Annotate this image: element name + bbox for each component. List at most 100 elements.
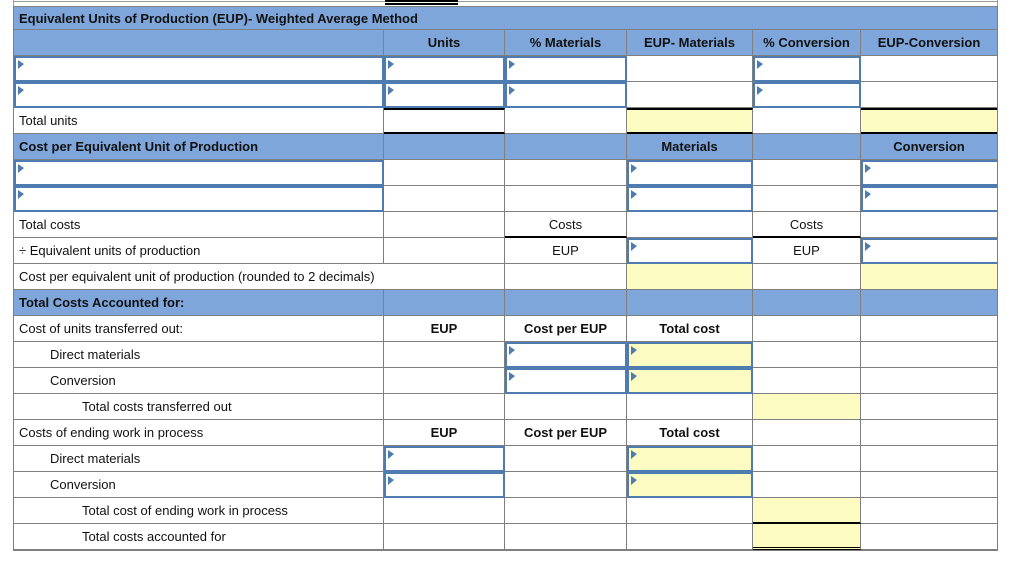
empty-cell <box>753 186 861 212</box>
input-wip-conv-total-cost[interactable] <box>627 472 753 498</box>
input-flag-icon <box>631 372 637 381</box>
row-units-input-1 <box>14 56 997 82</box>
total-units-value-cell <box>384 108 505 134</box>
total-costs-accounted-section-title: Total Costs Accounted for: <box>14 290 384 316</box>
empty-cell <box>384 498 505 524</box>
direct-materials-label: Direct materials <box>14 342 384 368</box>
input-flag-icon <box>865 164 871 173</box>
empty-cell <box>861 524 997 550</box>
empty-header-cell <box>753 290 861 316</box>
input-units-row1-pct-materials[interactable] <box>505 56 627 82</box>
col-header-eup-materials: EUP- Materials <box>627 30 753 56</box>
row-transferred-conversion: Conversion <box>14 368 997 394</box>
divide-eup-label: ÷ Equivalent units of production <box>14 238 384 264</box>
empty-cell <box>753 446 861 472</box>
row-total-units: Total units <box>14 108 997 134</box>
input-wip-dm-total-cost[interactable] <box>627 446 753 472</box>
input-to-dm-cost-per-eup[interactable] <box>505 342 627 368</box>
conversion-label: Conversion <box>14 368 384 394</box>
empty-cell <box>627 212 753 238</box>
empty-cell <box>861 368 997 394</box>
calc-total-transferred-out <box>753 394 861 420</box>
input-cost-row2-conversion[interactable] <box>861 186 997 212</box>
empty-cell <box>861 446 997 472</box>
row-total-accounted: Total costs accounted for <box>14 524 997 550</box>
empty-cell <box>384 212 505 238</box>
empty-cell <box>753 160 861 186</box>
row-total-transferred-out: Total costs transferred out <box>14 394 997 420</box>
empty-cell <box>627 56 753 82</box>
input-flag-icon <box>631 450 637 459</box>
input-units-row2-pct-conversion[interactable] <box>753 82 861 108</box>
row-wip-conversion: Conversion <box>14 472 997 498</box>
empty-cell <box>861 472 997 498</box>
input-wip-dm-eup[interactable] <box>384 446 505 472</box>
input-units-row2-units[interactable] <box>384 82 505 108</box>
cutoff-row-gridline <box>13 1 998 2</box>
input-eup-materials[interactable] <box>627 238 753 264</box>
table-right-edge-fragment <box>997 0 998 6</box>
input-to-conv-total-cost[interactable] <box>627 368 753 394</box>
input-to-conv-cost-per-eup[interactable] <box>505 368 627 394</box>
input-units-row1-units[interactable] <box>384 56 505 82</box>
calc-total-accounted <box>753 524 861 550</box>
input-wip-conv-eup[interactable] <box>384 472 505 498</box>
empty-cell <box>384 186 505 212</box>
cost-per-eup-header-transferred: Cost per EUP <box>505 316 627 342</box>
empty-cell <box>861 394 997 420</box>
empty-header-cell <box>384 290 505 316</box>
total-cost-header-transferred: Total cost <box>627 316 753 342</box>
direct-materials-label: Direct materials <box>14 446 384 472</box>
empty-cell <box>505 264 627 290</box>
row-total-costs: Total costs Costs Costs <box>14 212 997 238</box>
row-title: Equivalent Units of Production (EUP)- We… <box>14 7 997 30</box>
row-transferred-direct-materials: Direct materials <box>14 342 997 368</box>
cost-per-eup-rounded-label: Cost per equivalent unit of production (… <box>14 264 505 290</box>
row-total-costs-accounted-section: Total Costs Accounted for: <box>14 290 997 316</box>
input-flag-icon <box>509 346 515 355</box>
empty-header-cell <box>384 134 505 160</box>
input-flag-icon <box>388 86 394 95</box>
empty-cell <box>627 82 753 108</box>
input-eup-conversion[interactable] <box>861 238 997 264</box>
empty-cell <box>627 498 753 524</box>
empty-cell <box>753 342 861 368</box>
units-transferred-out-label: Cost of units transferred out: <box>14 316 384 342</box>
calc-cost-per-eup-materials <box>627 264 753 290</box>
col-header-eup-conversion: EUP-Conversion <box>861 30 997 56</box>
input-cost-row2-materials[interactable] <box>627 186 753 212</box>
materials-subheader: Materials <box>627 134 753 160</box>
input-cost-row1-label[interactable] <box>14 160 384 186</box>
empty-cell <box>505 524 627 550</box>
row-cost-per-eup-result: Cost per equivalent unit of production (… <box>14 264 997 290</box>
costs-caption-materials: Costs <box>505 212 627 238</box>
empty-cell <box>753 368 861 394</box>
input-cost-row1-materials[interactable] <box>627 160 753 186</box>
col-header-units: Units <box>384 30 505 56</box>
input-units-row1-pct-conversion[interactable] <box>753 56 861 82</box>
input-units-row1-label[interactable] <box>14 56 384 82</box>
eup-worksheet-table: Equivalent Units of Production (EUP)- We… <box>13 6 998 551</box>
input-flag-icon <box>631 164 637 173</box>
input-to-dm-total-cost[interactable] <box>627 342 753 368</box>
empty-cell <box>384 394 505 420</box>
costs-caption-conversion: Costs <box>753 212 861 238</box>
empty-cell <box>861 342 997 368</box>
empty-header-cell <box>505 290 627 316</box>
empty-cell <box>627 394 753 420</box>
input-cost-row1-conversion[interactable] <box>861 160 997 186</box>
input-flag-icon <box>631 190 637 199</box>
ending-wip-label: Costs of ending work in process <box>14 420 384 446</box>
eup-header-transferred: EUP <box>384 316 505 342</box>
input-units-row2-label[interactable] <box>14 82 384 108</box>
input-cost-row2-label[interactable] <box>14 186 384 212</box>
total-units-label: Total units <box>14 108 384 134</box>
row-total-ending-wip: Total cost of ending work in process <box>14 498 997 524</box>
empty-cell <box>505 108 627 134</box>
total-transferred-out-label: Total costs transferred out <box>14 394 384 420</box>
input-units-row2-pct-materials[interactable] <box>505 82 627 108</box>
input-flag-icon <box>388 476 394 485</box>
row-cost-input-2 <box>14 186 997 212</box>
input-flag-icon <box>631 476 637 485</box>
